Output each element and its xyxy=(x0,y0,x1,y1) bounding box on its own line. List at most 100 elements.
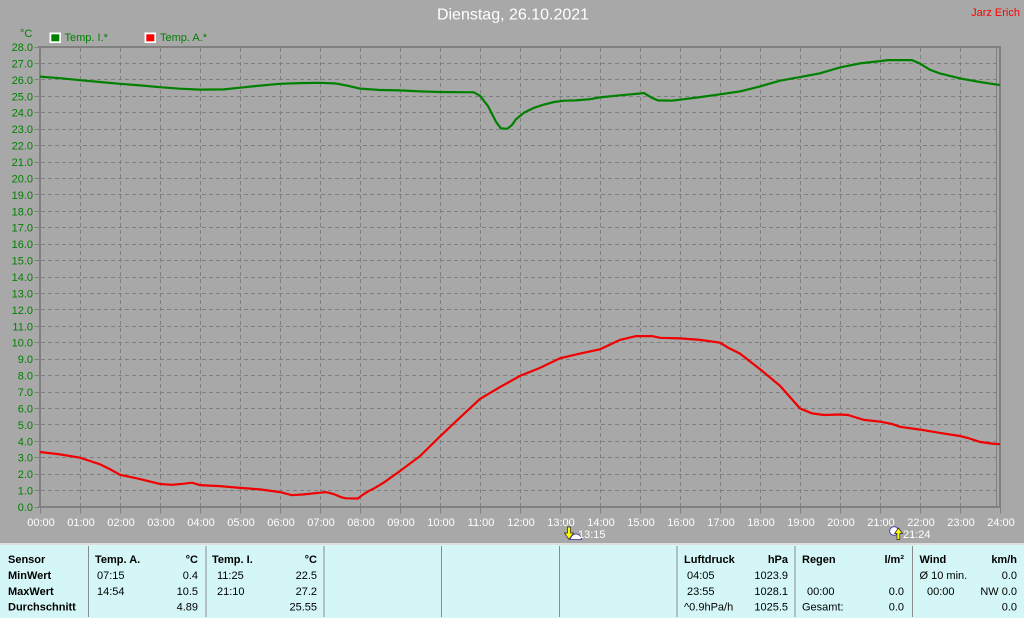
svg-text:22.5: 22.5 xyxy=(296,570,317,582)
svg-text:21:10: 21:10 xyxy=(217,586,245,598)
svg-text:07:15: 07:15 xyxy=(97,570,125,582)
svg-text:°C: °C xyxy=(186,554,198,566)
svg-text:°C: °C xyxy=(20,28,32,40)
svg-text:00:00: 00:00 xyxy=(927,586,955,598)
svg-text:16:00: 16:00 xyxy=(667,517,695,529)
svg-text:Jarz Erich: Jarz Erich xyxy=(971,7,1020,19)
svg-text:3.0: 3.0 xyxy=(18,453,33,465)
svg-text:23.0: 23.0 xyxy=(12,124,33,136)
svg-text:1028.1: 1028.1 xyxy=(754,586,788,598)
svg-text:20.0: 20.0 xyxy=(12,173,33,185)
svg-text:06:00: 06:00 xyxy=(267,517,295,529)
svg-text:NW 0.0: NW 0.0 xyxy=(980,586,1017,598)
svg-text:Dienstag, 26.10.2021: Dienstag, 26.10.2021 xyxy=(437,7,589,24)
svg-text:^0.9hPa/h: ^0.9hPa/h xyxy=(684,602,733,614)
svg-text:2.0: 2.0 xyxy=(18,469,33,481)
svg-text:14:00: 14:00 xyxy=(587,517,615,529)
svg-text:12:00: 12:00 xyxy=(507,517,535,529)
svg-text:14.0: 14.0 xyxy=(12,272,33,284)
svg-text:22:00: 22:00 xyxy=(907,517,935,529)
svg-text:11:25: 11:25 xyxy=(217,570,244,582)
svg-text:02:00: 02:00 xyxy=(107,517,135,529)
svg-text:Durchschnitt: Durchschnitt xyxy=(8,602,76,614)
svg-text:17:00: 17:00 xyxy=(707,517,735,529)
svg-text:6.0: 6.0 xyxy=(18,403,33,415)
svg-text:18:00: 18:00 xyxy=(747,517,775,529)
svg-text:5.0: 5.0 xyxy=(18,420,33,432)
svg-text:00:00: 00:00 xyxy=(27,517,55,529)
svg-text:0.4: 0.4 xyxy=(183,570,198,582)
svg-text:Temp. I.: Temp. I. xyxy=(212,554,253,566)
svg-text:28.0: 28.0 xyxy=(12,42,33,54)
svg-text:Ø 10 min.: Ø 10 min. xyxy=(920,570,968,582)
svg-text:13:15: 13:15 xyxy=(578,529,606,541)
svg-text:0.0: 0.0 xyxy=(18,502,33,514)
svg-text:21.0: 21.0 xyxy=(12,157,33,169)
svg-text:8.0: 8.0 xyxy=(18,371,33,383)
svg-text:21:24: 21:24 xyxy=(903,529,931,541)
svg-text:Regen: Regen xyxy=(802,554,836,566)
svg-text:17.0: 17.0 xyxy=(12,223,33,235)
svg-text:27.0: 27.0 xyxy=(12,58,33,70)
svg-text:7.0: 7.0 xyxy=(18,387,33,399)
svg-text:0.0: 0.0 xyxy=(1002,570,1017,582)
svg-text:20:00: 20:00 xyxy=(827,517,855,529)
svg-text:07:00: 07:00 xyxy=(307,517,335,529)
svg-text:25.0: 25.0 xyxy=(12,91,33,103)
svg-text:10.0: 10.0 xyxy=(12,338,33,350)
svg-text:15:00: 15:00 xyxy=(627,517,655,529)
svg-text:18.0: 18.0 xyxy=(12,206,33,218)
svg-text:21:00: 21:00 xyxy=(867,517,895,529)
svg-text:03:00: 03:00 xyxy=(147,517,175,529)
svg-text:Temp. A.: Temp. A. xyxy=(95,554,140,566)
svg-text:22.0: 22.0 xyxy=(12,141,33,153)
svg-text:27.2: 27.2 xyxy=(296,586,317,598)
svg-text:1023.9: 1023.9 xyxy=(754,570,788,582)
svg-text:08:00: 08:00 xyxy=(347,517,375,529)
svg-text:13:00: 13:00 xyxy=(547,517,575,529)
svg-text:1.0: 1.0 xyxy=(18,486,33,498)
svg-text:Temp. I.*: Temp. I.* xyxy=(65,32,109,44)
svg-text:1025.5: 1025.5 xyxy=(754,602,788,614)
svg-text:9.0: 9.0 xyxy=(18,354,33,366)
svg-text:hPa: hPa xyxy=(768,554,789,566)
svg-text:°C: °C xyxy=(305,554,317,566)
svg-text:Sensor: Sensor xyxy=(8,554,46,566)
svg-text:4.89: 4.89 xyxy=(177,602,198,614)
svg-text:l/m²: l/m² xyxy=(884,554,904,566)
svg-text:01:00: 01:00 xyxy=(67,517,95,529)
svg-text:11.0: 11.0 xyxy=(12,321,33,333)
svg-text:0.0: 0.0 xyxy=(889,602,904,614)
svg-text:10.5: 10.5 xyxy=(177,586,198,598)
svg-text:MinWert: MinWert xyxy=(8,570,52,582)
svg-text:Luftdruck: Luftdruck xyxy=(684,554,736,566)
svg-text:26.0: 26.0 xyxy=(12,75,33,87)
svg-text:04:05: 04:05 xyxy=(687,570,715,582)
svg-text:4.0: 4.0 xyxy=(18,436,33,448)
svg-text:23:55: 23:55 xyxy=(687,586,715,598)
svg-text:23:00: 23:00 xyxy=(947,517,975,529)
svg-text:Temp. A.*: Temp. A.* xyxy=(160,32,208,44)
svg-text:24:00: 24:00 xyxy=(987,517,1015,529)
svg-text:15.0: 15.0 xyxy=(12,256,33,268)
svg-text:04:00: 04:00 xyxy=(187,517,215,529)
svg-text:12.0: 12.0 xyxy=(12,305,33,317)
svg-text:0.0: 0.0 xyxy=(889,586,904,598)
svg-text:MaxWert: MaxWert xyxy=(8,586,54,598)
svg-text:10:00: 10:00 xyxy=(427,517,455,529)
svg-text:24.0: 24.0 xyxy=(12,108,33,120)
svg-text:Wind: Wind xyxy=(920,554,947,566)
svg-text:13.0: 13.0 xyxy=(12,288,33,300)
svg-text:19:00: 19:00 xyxy=(787,517,815,529)
svg-text:25.55: 25.55 xyxy=(289,602,317,614)
svg-text:0.0: 0.0 xyxy=(1002,602,1017,614)
svg-text:00:00: 00:00 xyxy=(807,586,835,598)
svg-text:16.0: 16.0 xyxy=(12,239,33,251)
svg-text:14:54: 14:54 xyxy=(97,586,125,598)
svg-text:09:00: 09:00 xyxy=(387,517,415,529)
svg-text:Gesamt:: Gesamt: xyxy=(802,602,844,614)
svg-text:19.0: 19.0 xyxy=(12,190,33,202)
svg-text:11:00: 11:00 xyxy=(468,517,495,529)
svg-text:km/h: km/h xyxy=(991,554,1017,566)
svg-text:05:00: 05:00 xyxy=(227,517,255,529)
